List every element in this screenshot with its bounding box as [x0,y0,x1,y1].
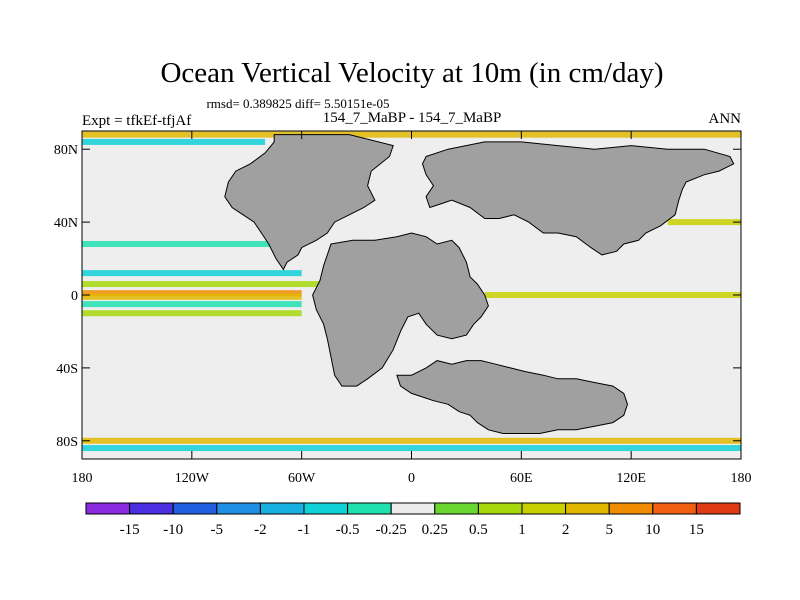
colorbar-label-10: 2 [562,522,570,538]
colorbar-label-7: 0.25 [422,522,448,538]
land-mass-2 [312,232,489,387]
colorbar-label-12: 10 [645,522,660,538]
colorbar-swatch-4 [259,502,305,515]
experiment-label: Expt = tfkEf-tfjAf [82,113,191,129]
anomaly-band-2 [667,219,741,226]
land-mass-1 [421,141,735,256]
colorbar-swatch-10 [521,502,567,515]
anomaly-band-4 [82,270,302,277]
anomaly-band-8 [82,301,302,308]
stats-label: rmsd= 0.389825 diff= 5.50151e-05 [206,96,389,111]
lat-tick-label-4: 80S [56,435,78,450]
colorbar-swatch-3 [216,502,261,515]
colorbar-swatch-13 [652,502,697,515]
colorbar-label-0: -15 [120,522,140,538]
lon-tick-label-0: 180 [72,471,93,486]
season-label: ANN [709,111,742,127]
anomaly-band-9 [82,310,302,317]
anomaly-band-12 [82,437,741,444]
colorbar-label-11: 5 [605,522,613,538]
lon-tick-label-2: 60W [288,471,316,486]
colorbar-swatch-11 [565,502,610,515]
colorbar-swatch-2 [172,502,218,515]
lon-tick-label-1: 120W [175,471,210,486]
lat-tick-label-2: 0 [71,289,78,304]
anomaly-band-10 [484,292,741,298]
lat-tick-label-0: 80N [54,143,78,158]
map-plot-area [82,131,741,459]
colorbar-swatch-5 [303,502,349,515]
colorbar-label-3: -2 [254,522,267,538]
lon-tick-label-6: 180 [731,471,752,486]
anomaly-band-13 [82,445,741,452]
latitude-axis: 80N 40N 0 40S 80S [54,143,741,450]
land-mass-3 [396,360,629,434]
lon-tick-label-5: 120E [616,471,646,486]
colorbar-label-8: 0.5 [469,522,488,538]
colorbar-swatch-12 [608,502,654,515]
colorbar-label-6: -0.25 [376,522,407,538]
longitude-axis: 180 120W 60W 0 60E 120E 180 [72,131,752,486]
anomaly-band-6 [82,290,302,297]
colorbar-label-9: 1 [518,522,526,538]
colorbar-label-4: -1 [298,522,311,538]
lat-tick-label-3: 40S [56,362,78,377]
colorbar-swatch-8 [434,502,479,515]
colorbar-swatch-1 [129,502,174,515]
anomaly-band-1 [82,138,266,145]
colorbar: -15 -10 -5 -2 -1 -0.5 -0.25 0.25 0.5 1 2 5 10 15 [85,502,741,538]
colorbar-label-2: -5 [211,522,224,538]
colorbar-swatch-0 [85,502,131,515]
anomaly-band-11 [521,306,741,313]
colorbar-label-13: 15 [689,522,704,538]
colorbar-label-5: -0.5 [336,522,360,538]
lon-tick-label-3: 0 [408,471,415,486]
anomaly-band-7 [82,293,302,300]
period-label: 154_7_MaBP - 154_7_MaBP [323,110,502,126]
anomaly-band-3 [82,240,302,247]
colorbar-label-1: -10 [163,522,183,538]
lat-tick-label-1: 40N [54,216,78,231]
land-mass-0 [224,134,394,271]
colorbar-swatch-9 [477,502,523,515]
colorbar-swatch-14 [695,502,741,515]
colorbar-swatch-6 [347,502,392,515]
anomaly-band-5 [82,281,320,288]
land-masses [224,134,735,434]
lon-tick-label-4: 60E [510,471,533,486]
plot-title: Ocean Vertical Velocity at 10m (in cm/da… [160,57,663,89]
colorbar-swatch-7 [390,502,436,515]
